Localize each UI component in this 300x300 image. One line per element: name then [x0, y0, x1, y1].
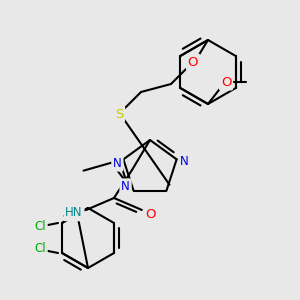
- Text: Cl: Cl: [34, 220, 46, 233]
- Text: N: N: [121, 180, 130, 193]
- Text: HN: HN: [65, 206, 83, 220]
- Text: N: N: [180, 155, 189, 168]
- Text: O: O: [145, 208, 155, 220]
- Text: O: O: [221, 76, 231, 88]
- Text: S: S: [115, 107, 123, 121]
- Text: Cl: Cl: [34, 242, 46, 256]
- Text: O: O: [188, 56, 198, 68]
- Text: N: N: [113, 157, 122, 170]
